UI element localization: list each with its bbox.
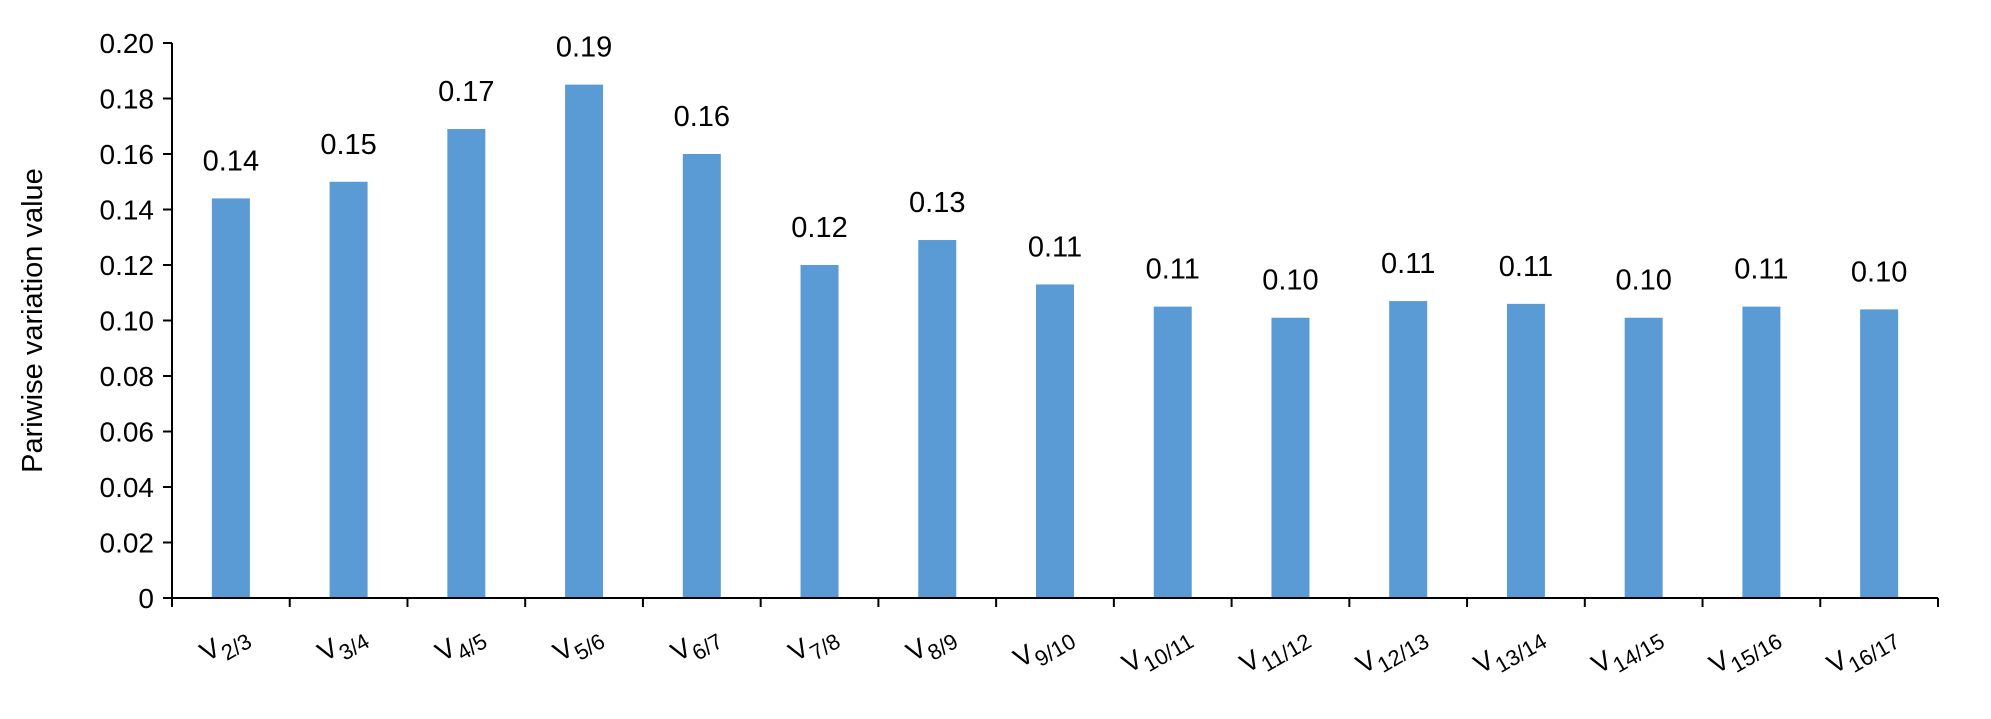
bar bbox=[1271, 317, 1310, 598]
y-tick-label: 0.08 bbox=[100, 361, 155, 392]
x-category-label-subscript: 14/15 bbox=[1608, 628, 1668, 677]
bar bbox=[1036, 284, 1074, 598]
x-category-label: V13/14 bbox=[1469, 617, 1551, 686]
x-category-label: V4/5 bbox=[430, 617, 491, 674]
bar bbox=[447, 129, 486, 598]
bar bbox=[329, 181, 368, 598]
y-tick-label: 0.20 bbox=[100, 28, 155, 59]
bar-data-label: 0.11 bbox=[1734, 254, 1788, 286]
y-tick-label: 0.18 bbox=[100, 84, 155, 115]
x-axis-category-labels: V2/3 V3/4 V4/5 V5/6 V6/7 V7/8 V8/9 V9/10 V10/11 V… bbox=[195, 617, 1904, 686]
x-category-label: V3/4 bbox=[313, 617, 374, 674]
bars bbox=[211, 84, 1899, 598]
bar-data-label: 0.14 bbox=[203, 145, 259, 177]
y-axis-ticks: 0 0.02 0.04 0.06 0.08 0.10 0.12 0.14 0.16 0.18 0.2… bbox=[100, 28, 172, 614]
bar-data-label: 0.19 bbox=[556, 32, 612, 64]
bar bbox=[1742, 306, 1781, 598]
x-category-label-subscript: 11/12 bbox=[1257, 628, 1316, 676]
bar-data-label: 0.10 bbox=[1615, 265, 1671, 297]
bar bbox=[682, 154, 721, 598]
bar-data-label: 0.15 bbox=[320, 129, 376, 161]
x-category-label: V8/9 bbox=[901, 617, 962, 674]
y-axis-title: Pariwise variation value bbox=[17, 168, 49, 473]
bar bbox=[1624, 317, 1663, 598]
bar bbox=[211, 198, 250, 598]
bar-data-label: 0.13 bbox=[909, 187, 965, 219]
x-category-label-subscript: 12/13 bbox=[1373, 628, 1433, 677]
y-tick-label: 0.04 bbox=[100, 472, 155, 503]
bar bbox=[1153, 306, 1192, 598]
x-category-label: V6/7 bbox=[666, 617, 727, 674]
bar-data-label: 0.11 bbox=[1499, 251, 1553, 283]
x-axis-ticks bbox=[171, 598, 1939, 607]
bar-data-label: 0.16 bbox=[674, 101, 730, 133]
bar bbox=[918, 240, 957, 598]
x-category-label-subscript: 16/17 bbox=[1844, 628, 1904, 677]
x-category-label: V10/11 bbox=[1117, 617, 1198, 686]
bar bbox=[1860, 309, 1899, 598]
bar bbox=[800, 265, 839, 598]
x-category-label: V14/15 bbox=[1586, 617, 1668, 686]
data-labels: 0.14 0.15 0.17 0.19 0.16 0.12 0.13 0.11 0.11 0.10… bbox=[203, 32, 1908, 297]
x-category-label: V2/3 bbox=[195, 617, 256, 674]
bar bbox=[1389, 301, 1428, 598]
x-category-label: V5/6 bbox=[548, 617, 609, 674]
bar-data-label: 0.10 bbox=[1262, 265, 1318, 297]
x-category-label: V7/8 bbox=[783, 617, 844, 674]
x-category-label-subscript: 15/16 bbox=[1726, 628, 1786, 677]
x-category-label-subscript: 13/14 bbox=[1491, 628, 1551, 677]
x-category-label: V12/13 bbox=[1351, 617, 1433, 686]
x-category-label: V15/16 bbox=[1704, 617, 1786, 686]
y-tick-label: 0.12 bbox=[100, 250, 155, 281]
x-category-label: V11/12 bbox=[1235, 617, 1316, 686]
bar-data-label: 0.11 bbox=[1381, 248, 1435, 280]
y-tick-label: 0.06 bbox=[100, 417, 155, 448]
bar-data-label: 0.12 bbox=[791, 212, 847, 244]
y-tick-label: 0.16 bbox=[100, 139, 155, 170]
y-tick-label: 0.10 bbox=[100, 306, 155, 337]
x-category-label-subscript: 10/11 bbox=[1139, 628, 1198, 676]
bar-data-label: 0.11 bbox=[1028, 231, 1082, 263]
bar bbox=[1506, 303, 1545, 598]
x-category-label: V16/17 bbox=[1822, 617, 1904, 686]
bar-data-label: 0.11 bbox=[1146, 254, 1200, 286]
bar bbox=[565, 84, 604, 598]
y-tick-label: 0.14 bbox=[100, 195, 155, 226]
x-category-label: V9/10 bbox=[1008, 617, 1080, 680]
y-tick-label: 0 bbox=[138, 583, 154, 614]
bar-data-label: 0.17 bbox=[438, 76, 494, 108]
y-tick-label: 0.02 bbox=[100, 528, 155, 559]
bar-data-label: 0.10 bbox=[1851, 256, 1907, 288]
